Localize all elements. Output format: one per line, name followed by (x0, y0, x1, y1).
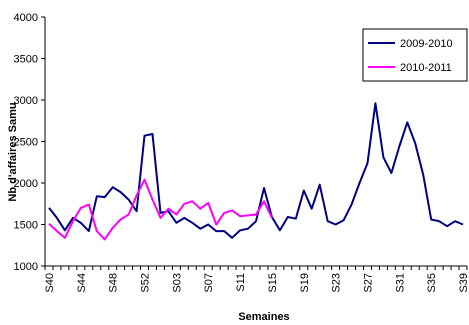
x-tick-label: S19 (299, 273, 311, 293)
x-tick-label: S31 (394, 273, 406, 293)
legend-label-2009-2010: 2009-2010 (400, 38, 453, 50)
x-tick-label: S11 (235, 273, 247, 292)
x-axis-ticks: S40 S44 S48 S52 S03 S07 S11 S15 S19 S23 S27 S31 S35 S… (44, 266, 469, 293)
x-tick-label: S44 (76, 273, 88, 293)
y-tick-label: 3000 (14, 95, 38, 107)
series-group (48, 102, 464, 241)
legend: 2009-2010 2010-2011 (362, 28, 468, 82)
y-tick-label: 3500 (14, 54, 38, 66)
legend-label-2010-2011: 2010-2011 (400, 62, 452, 74)
y-tick-label: 1000 (14, 261, 38, 273)
y-tick-label: 1500 (14, 220, 38, 232)
y-tick-label: 2000 (14, 178, 38, 190)
x-tick-label: S27 (362, 273, 374, 293)
x-tick-label: S15 (267, 273, 279, 293)
x-tick-label: S39 (458, 273, 469, 293)
x-tick-label: S23 (331, 273, 343, 293)
y-axis-ticks: 1000 1500 2000 2500 3000 3500 4000 (14, 12, 45, 273)
x-tick-label: S35 (426, 273, 438, 293)
x-tick-label: S48 (108, 273, 120, 293)
series-line-2009-2010 (48, 102, 464, 239)
x-axis-title: Semaines (238, 311, 289, 323)
y-axis-title: Nb d'affaires Samu (7, 102, 19, 201)
x-tick-label: S52 (140, 273, 152, 293)
series-line-2010-2011 (48, 178, 273, 241)
x-tick-label: S40 (44, 273, 56, 293)
y-tick-label: 2500 (14, 137, 38, 149)
x-tick-label: S07 (203, 273, 215, 293)
legend-box (362, 28, 468, 82)
y-tick-label: 4000 (14, 12, 38, 24)
x-tick-label: S03 (171, 273, 183, 293)
